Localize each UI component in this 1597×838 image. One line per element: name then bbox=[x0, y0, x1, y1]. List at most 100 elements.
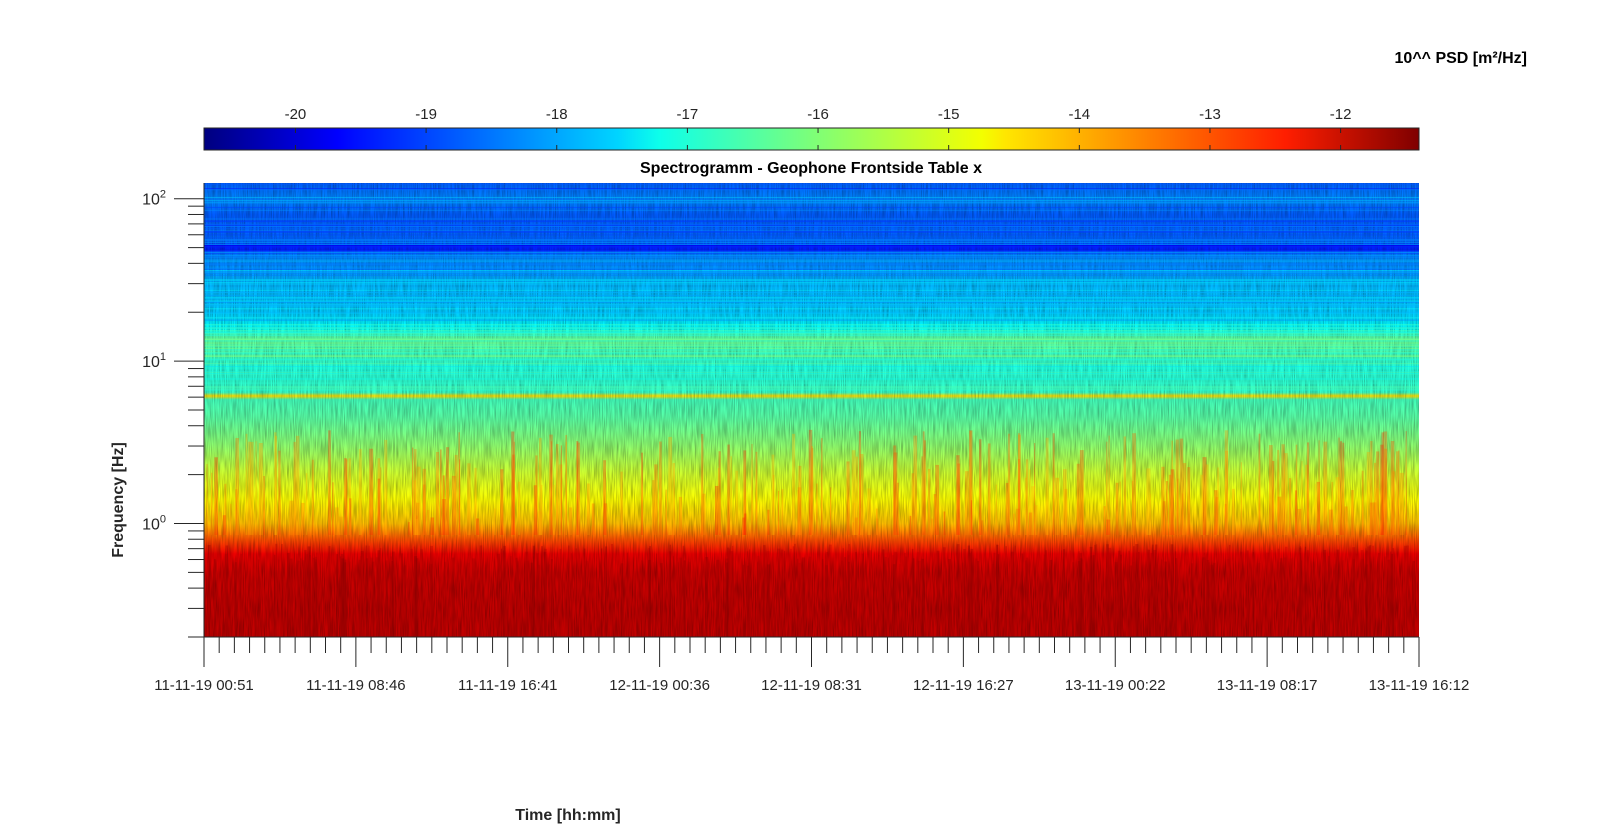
low-freq-column bbox=[921, 558, 925, 637]
low-freq-column bbox=[525, 560, 529, 637]
low-freq-column bbox=[207, 544, 211, 637]
low-freq-column bbox=[610, 543, 614, 637]
frequency-streak bbox=[204, 382, 1419, 384]
burst-column bbox=[1318, 440, 1320, 535]
low-freq-column bbox=[570, 553, 572, 637]
colorbar-tick-label: -14 bbox=[1068, 106, 1090, 123]
frequency-streak bbox=[204, 366, 1419, 368]
burst-column bbox=[1399, 472, 1404, 535]
low-freq-column bbox=[777, 548, 781, 637]
frequency-streak bbox=[204, 287, 1419, 289]
burst-column bbox=[1025, 459, 1029, 535]
x-axis-label: Time [hh:mm] bbox=[515, 807, 620, 824]
burst-column bbox=[555, 444, 559, 535]
low-freq-column bbox=[525, 551, 529, 637]
burst-column bbox=[258, 443, 263, 535]
low-freq-column bbox=[975, 558, 978, 637]
burst-column bbox=[1306, 442, 1310, 535]
low-freq-column bbox=[1114, 562, 1118, 637]
colorbar bbox=[203, 127, 1420, 151]
low-freq-column bbox=[1106, 544, 1109, 637]
frequency-streak bbox=[204, 209, 1419, 211]
low-freq-column bbox=[1352, 559, 1356, 637]
frequency-streak bbox=[204, 188, 1419, 190]
burst-column bbox=[348, 458, 351, 535]
burst-column bbox=[289, 500, 294, 535]
low-freq-column bbox=[1412, 560, 1416, 637]
frequency-streak bbox=[204, 283, 1419, 285]
burst-column bbox=[702, 493, 706, 535]
burst-column bbox=[931, 518, 934, 535]
low-freq-column bbox=[905, 556, 908, 637]
burst-column bbox=[995, 484, 998, 535]
low-freq-column bbox=[1045, 550, 1047, 637]
low-freq-column bbox=[1210, 564, 1212, 637]
burst-column bbox=[454, 454, 458, 535]
frequency-streak bbox=[204, 317, 1419, 319]
low-freq-column bbox=[757, 555, 760, 637]
burst-column bbox=[1034, 442, 1036, 535]
burst-column bbox=[1380, 444, 1384, 535]
low-freq-column bbox=[993, 552, 996, 637]
burst-column bbox=[970, 500, 973, 535]
low-freq-column bbox=[379, 548, 382, 637]
low-freq-column bbox=[1155, 544, 1158, 637]
low-freq-column bbox=[766, 551, 770, 637]
low-freq-column bbox=[948, 559, 951, 637]
low-freq-column bbox=[258, 559, 260, 637]
x-tick-label: 12-11-19 16:27 bbox=[913, 677, 1014, 694]
low-freq-column bbox=[1206, 559, 1210, 637]
burst-column bbox=[928, 468, 931, 535]
low-freq-column bbox=[899, 564, 902, 637]
low-freq-column bbox=[1387, 559, 1390, 637]
frequency-streak bbox=[204, 246, 1419, 248]
low-freq-column bbox=[961, 562, 964, 637]
burst-column bbox=[965, 471, 969, 535]
frequency-streak bbox=[204, 333, 1419, 335]
low-freq-column bbox=[997, 554, 1000, 637]
low-freq-column bbox=[1026, 557, 1029, 637]
burst-column bbox=[369, 448, 374, 535]
low-freq-column bbox=[376, 557, 379, 637]
burst-column bbox=[1217, 467, 1219, 535]
frequency-streak bbox=[204, 252, 1419, 254]
low-freq-column bbox=[996, 544, 998, 637]
low-freq-column bbox=[825, 565, 828, 637]
low-freq-column bbox=[1164, 561, 1168, 637]
low-freq-column bbox=[731, 545, 734, 637]
low-freq-column bbox=[328, 546, 331, 637]
frequency-streak bbox=[204, 279, 1419, 281]
burst-column bbox=[349, 498, 352, 535]
low-freq-column bbox=[742, 564, 745, 637]
burst-column bbox=[1018, 434, 1021, 535]
burst-column bbox=[338, 516, 343, 535]
burst-column bbox=[1361, 470, 1364, 535]
burst-column bbox=[1202, 457, 1207, 535]
frequency-streak bbox=[204, 218, 1419, 220]
burst-column bbox=[1381, 432, 1384, 535]
burst-column bbox=[295, 435, 300, 535]
burst-column bbox=[957, 463, 961, 535]
burst-column bbox=[511, 431, 515, 535]
frequency-streak bbox=[204, 272, 1419, 274]
y-tick-label: 101 bbox=[142, 351, 166, 371]
burst-column bbox=[263, 476, 265, 535]
burst-column bbox=[1175, 439, 1179, 535]
burst-column bbox=[301, 502, 305, 535]
colorbar-tick-label: -15 bbox=[938, 106, 960, 123]
low-freq-column bbox=[969, 553, 972, 637]
frequency-streak bbox=[204, 301, 1419, 303]
colorbar-tick-label: -20 bbox=[285, 106, 307, 123]
colorbar-tick-label: -17 bbox=[677, 106, 699, 123]
low-freq-column bbox=[1090, 555, 1093, 637]
burst-column bbox=[230, 503, 232, 535]
burst-column bbox=[332, 482, 334, 535]
burst-column bbox=[846, 461, 850, 535]
low-freq-column bbox=[355, 565, 357, 637]
burst-column bbox=[913, 435, 918, 535]
low-freq-column bbox=[728, 548, 731, 637]
frequency-streak bbox=[204, 359, 1419, 361]
burst-column bbox=[751, 443, 753, 535]
frequency-streak bbox=[204, 289, 1419, 291]
low-freq-column bbox=[1284, 546, 1288, 637]
